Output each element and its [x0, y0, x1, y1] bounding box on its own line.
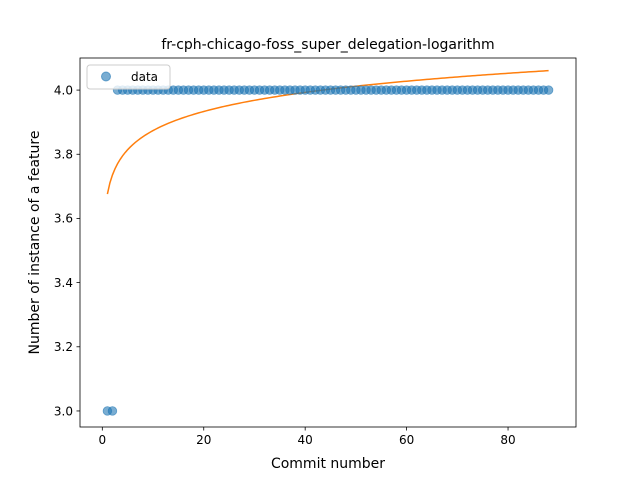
- y-tick-label: 3.8: [54, 148, 73, 162]
- y-axis-ticks: 3.0 3.2 3.4 3.6 3.8 4.0: [54, 83, 80, 418]
- data-point: [543, 85, 554, 95]
- data-point: [107, 406, 118, 416]
- y-tick-label: 3.4: [54, 276, 73, 290]
- y-tick-label: 3.2: [54, 340, 73, 354]
- x-tick-label: 20: [196, 433, 211, 447]
- chart-title: fr-cph-chicago-foss_super_delegation-log…: [161, 37, 494, 53]
- y-axis-label: Number of instance of a feature: [27, 131, 43, 355]
- plot-frame: [79, 57, 577, 428]
- legend-marker-data: [101, 71, 111, 82]
- plot-area: [80, 58, 576, 427]
- legend-label-data: data: [131, 70, 158, 84]
- y-tick-label: 3.6: [54, 212, 73, 226]
- y-tick-label: 4.0: [54, 83, 73, 97]
- x-tick-label: 80: [500, 433, 515, 447]
- x-axis-label: Commit number: [271, 456, 385, 472]
- x-tick-label: 60: [399, 433, 414, 447]
- legend: data: [86, 64, 171, 90]
- x-tick-label: 0: [98, 433, 106, 447]
- x-axis-ticks: 0 20 40 60 80: [98, 427, 516, 447]
- legend-box: [86, 64, 171, 90]
- x-tick-label: 40: [298, 433, 313, 447]
- y-tick-label: 3.0: [54, 404, 73, 418]
